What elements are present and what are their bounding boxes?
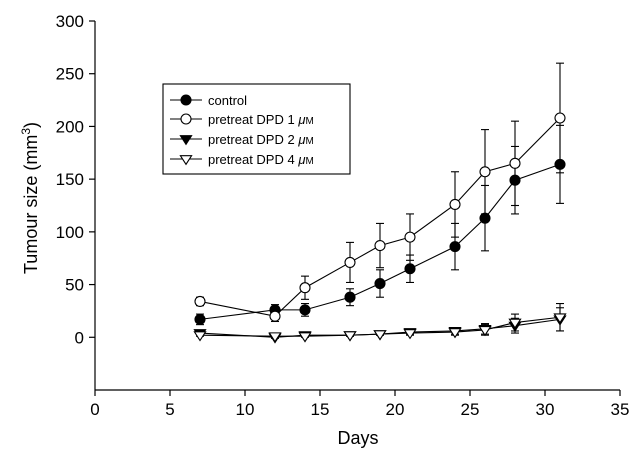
legend-label-main: pretreat DPD 1 bbox=[208, 112, 298, 127]
legend-marker bbox=[179, 135, 193, 146]
y-axis-title: Tumour size (mm3) bbox=[19, 122, 41, 274]
x-tick-label: 5 bbox=[165, 400, 174, 419]
legend-marker bbox=[180, 94, 192, 106]
y-axis-title-close: ) bbox=[21, 122, 41, 128]
legend-label-main: pretreat DPD 4 bbox=[208, 152, 298, 167]
data-point bbox=[343, 331, 357, 342]
data-point bbox=[299, 282, 311, 294]
data-point bbox=[344, 291, 356, 303]
data-point bbox=[344, 256, 356, 268]
data-point bbox=[268, 332, 282, 343]
data-point bbox=[508, 318, 522, 329]
series-2 bbox=[194, 62, 566, 323]
y-tick-label: 250 bbox=[56, 65, 84, 84]
legend-label: control bbox=[208, 93, 247, 108]
y-tick-label: 150 bbox=[56, 170, 84, 189]
data-point bbox=[404, 231, 416, 243]
data-point bbox=[479, 212, 491, 224]
legend-label-mu: μ bbox=[297, 112, 305, 127]
y-tick-label: 0 bbox=[75, 328, 84, 347]
legend-label: pretreat DPD 4 μM bbox=[208, 152, 314, 167]
axes: 0 50 100 150 200 250 300 0 5 10 15 20 25 30 35 bbox=[56, 12, 630, 419]
data-point bbox=[479, 166, 491, 178]
data-point bbox=[374, 240, 386, 252]
x-tick-label: 15 bbox=[311, 400, 330, 419]
data-point bbox=[269, 310, 281, 322]
x-tick-label: 25 bbox=[461, 400, 480, 419]
legend-label-unit: M bbox=[305, 156, 313, 167]
y-axis-title-main: Tumour size (mm bbox=[21, 135, 41, 274]
y-tick-label: 300 bbox=[56, 12, 84, 31]
data-point bbox=[374, 277, 386, 290]
legend-item-4: pretreat DPD 4 μM bbox=[170, 152, 314, 167]
y-tick-label: 100 bbox=[56, 223, 84, 242]
legend-item-1: control bbox=[170, 93, 247, 108]
series-layer bbox=[193, 62, 567, 344]
y-tick-label: 200 bbox=[56, 117, 84, 136]
data-point bbox=[194, 313, 206, 325]
data-point bbox=[449, 198, 461, 210]
data-point bbox=[509, 157, 521, 169]
series-4 bbox=[193, 302, 567, 343]
data-point bbox=[403, 329, 417, 340]
data-point bbox=[299, 304, 311, 316]
series-line bbox=[199, 163, 561, 320]
legend-item-3: pretreat DPD 2 μM bbox=[170, 132, 314, 147]
legend-marker bbox=[179, 155, 193, 166]
data-point bbox=[448, 328, 462, 339]
legend-label-mu: μ bbox=[297, 132, 305, 147]
data-point bbox=[298, 332, 312, 343]
data-point bbox=[193, 331, 207, 342]
data-point bbox=[554, 112, 566, 124]
data-point bbox=[478, 325, 492, 337]
data-point bbox=[194, 295, 206, 307]
data-point bbox=[373, 330, 387, 341]
x-axis-title: Days bbox=[337, 428, 378, 448]
legend-marker bbox=[180, 113, 192, 125]
legend-label: pretreat DPD 2 μM bbox=[208, 132, 314, 147]
x-tick-label: 30 bbox=[536, 400, 555, 419]
legend-label-unit: M bbox=[305, 136, 313, 147]
y-axis-title-superscript: 3 bbox=[19, 128, 33, 135]
x-tick-label: 20 bbox=[386, 400, 405, 419]
legend-label-main: pretreat DPD 2 bbox=[208, 132, 298, 147]
legend-label: pretreat DPD 1 μM bbox=[208, 112, 314, 127]
y-tick-label: 50 bbox=[65, 276, 84, 295]
data-point bbox=[449, 241, 461, 253]
legend-label-unit: M bbox=[305, 116, 313, 127]
x-tick-label: 35 bbox=[611, 400, 630, 419]
x-tick-label: 10 bbox=[236, 400, 255, 419]
legend-item-2: pretreat DPD 1 μM bbox=[170, 112, 314, 127]
series-line bbox=[199, 117, 561, 317]
series-line bbox=[199, 316, 561, 337]
data-point bbox=[553, 313, 567, 324]
data-point bbox=[404, 263, 416, 275]
legend-label-mu: μ bbox=[297, 152, 305, 167]
x-tick-label: 0 bbox=[90, 400, 99, 419]
